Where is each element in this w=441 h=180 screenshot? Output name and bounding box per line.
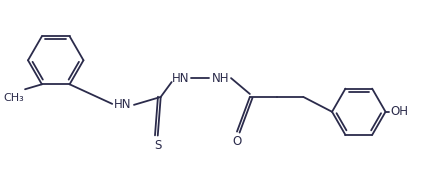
Text: O: O bbox=[232, 135, 242, 148]
Text: HN: HN bbox=[114, 98, 132, 111]
Text: OH: OH bbox=[390, 105, 408, 118]
Text: NH: NH bbox=[211, 72, 229, 85]
Text: HN: HN bbox=[172, 72, 189, 85]
Text: CH₃: CH₃ bbox=[3, 93, 24, 103]
Text: S: S bbox=[154, 139, 161, 152]
